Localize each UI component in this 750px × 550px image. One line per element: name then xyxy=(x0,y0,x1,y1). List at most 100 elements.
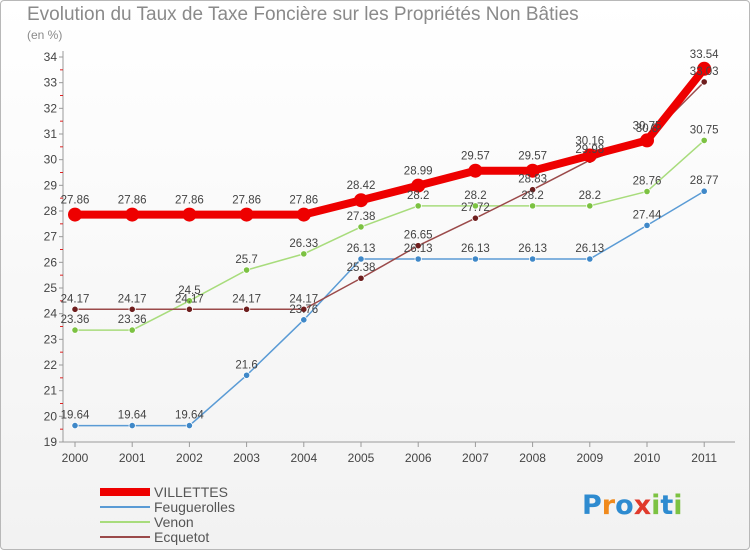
villettes-point xyxy=(296,207,311,222)
y-tick-label: 29 xyxy=(44,178,58,192)
y-tick-label: 32 xyxy=(44,101,58,115)
venon-value-label: 28.2 xyxy=(579,190,601,202)
logo-letter: P xyxy=(582,490,602,521)
feuguerolles-value-label: 27.44 xyxy=(633,209,662,221)
ecquetot-value-label: 29.98 xyxy=(575,144,604,156)
data-labels: 27.86 27.86 27.86 27.86 27.86 28.42 28.99 29.57… xyxy=(61,49,720,422)
y-tick-label: 28 xyxy=(44,204,58,218)
feuguerolles-point xyxy=(414,255,422,263)
ecquetot-point xyxy=(357,274,365,282)
x-tick-label: 2003 xyxy=(233,451,260,465)
ecquetot-value-label: 27.72 xyxy=(461,202,490,214)
logo-letter: x xyxy=(633,490,652,521)
villettes-value-label: 28.42 xyxy=(347,180,376,192)
villettes-value-label: 27.86 xyxy=(232,195,261,207)
y-tick-label: 25 xyxy=(44,281,58,295)
villettes-value-label: 30.16 xyxy=(575,136,604,148)
ecquetot-value-label: 25.38 xyxy=(347,262,376,274)
y-tick-label: 31 xyxy=(44,127,58,141)
feuguerolles-value-label: 28.77 xyxy=(690,175,719,187)
ecquetot-value-label: 24.17 xyxy=(61,293,90,305)
villettes-value-label: 29.57 xyxy=(518,151,547,163)
villettes-point xyxy=(239,207,254,222)
villettes-point xyxy=(68,207,82,222)
y-tick-label: 21 xyxy=(44,384,58,398)
y-tick-label: 20 xyxy=(44,409,58,423)
y-tick-label: 33 xyxy=(44,76,58,90)
logo-letter: i xyxy=(651,490,661,521)
venon-value-label: 28.2 xyxy=(521,190,543,202)
villettes-value-label: 27.86 xyxy=(61,195,90,207)
legend-swatch-villettes xyxy=(100,488,150,496)
venon-point xyxy=(528,202,537,210)
y-tick-label: 23 xyxy=(44,332,58,346)
logo-letter: t xyxy=(660,490,674,521)
venon-point xyxy=(185,297,193,305)
feuguerolles-value-label: 19.64 xyxy=(118,410,147,422)
y-tick-label: 19 xyxy=(44,435,58,449)
x-tick-label: 2010 xyxy=(634,451,661,465)
x-tick-label: 2007 xyxy=(462,451,489,465)
venon-value-label: 23.36 xyxy=(118,314,147,326)
villettes-value-label: 30.75 xyxy=(633,120,662,132)
venon-value-label: 28.2 xyxy=(407,190,429,202)
logo-letter: o xyxy=(615,490,634,521)
series-line-venon xyxy=(75,139,705,331)
y-tick-label: 26 xyxy=(44,255,58,269)
feuguerolles-value-label: 26.13 xyxy=(575,243,604,255)
x-tick-label: 2001 xyxy=(119,451,146,465)
venon-value-label: 28.76 xyxy=(633,175,662,187)
feuguerolles-value-label: 21.6 xyxy=(235,359,257,371)
series-line-feuguerolles xyxy=(75,190,705,427)
x-tick-label: 2002 xyxy=(176,451,203,465)
legend-label-ecquetot: Ecquetot xyxy=(154,529,209,545)
villettes-value-label: 27.86 xyxy=(118,195,147,207)
ecquetot-point xyxy=(128,305,136,313)
feuguerolles-value-label: 26.13 xyxy=(404,243,433,255)
ecquetot-value-label: 24.17 xyxy=(118,293,147,305)
ecquetot-point xyxy=(71,305,79,313)
feuguerolles-value-label: 19.64 xyxy=(175,410,204,422)
venon-point xyxy=(643,187,651,196)
venon-point xyxy=(300,250,308,258)
x-tick-label: 2011 xyxy=(691,451,717,465)
villettes-point xyxy=(525,163,540,178)
feuguerolles-value-label: 19.64 xyxy=(61,410,90,422)
ecquetot-point xyxy=(243,305,251,313)
villettes-point xyxy=(182,207,197,222)
series-line-villettes xyxy=(71,64,709,219)
chart-title: Evolution du Taux de Taxe Foncière sur l… xyxy=(27,4,579,25)
villettes-point xyxy=(468,163,483,178)
venon-value-label: 30.75 xyxy=(690,124,719,136)
legend-label-villettes: VILLETTES xyxy=(154,484,228,500)
y-tick-label: 22 xyxy=(44,358,58,372)
feuguerolles-point xyxy=(243,371,251,379)
x-tick-label: 2009 xyxy=(576,451,603,465)
venon-value-label: 24.5 xyxy=(178,285,200,297)
venon-point xyxy=(243,266,251,274)
ecquetot-value-label: 24.17 xyxy=(232,293,261,305)
x-tick-label: 2008 xyxy=(519,451,546,465)
ecquetot-value-label: 33.03 xyxy=(690,66,719,78)
feuguerolles-value-label: 26.13 xyxy=(347,243,376,255)
feuguerolles-point xyxy=(643,221,651,229)
feuguerolles-point xyxy=(471,255,479,263)
ecquetot-point xyxy=(300,305,308,313)
feuguerolles-point xyxy=(528,255,537,263)
venon-point xyxy=(700,136,708,145)
venon-value-label: 26.33 xyxy=(289,238,318,250)
feuguerolles-point xyxy=(71,421,79,430)
ecquetot-value-label: 26.65 xyxy=(404,230,433,242)
feuguerolles-value-label: 23.76 xyxy=(289,304,318,316)
ecquetot-value-label: 30.8 xyxy=(636,123,658,135)
venon-point xyxy=(471,202,479,210)
venon-value-label: 25.7 xyxy=(235,254,257,266)
villettes-point xyxy=(125,207,140,222)
ecquetot-point xyxy=(414,242,422,250)
proxiti-logo: Proxiti xyxy=(582,490,683,521)
y-tick-label: 30 xyxy=(44,153,58,167)
venon-point xyxy=(357,223,365,231)
venon-point xyxy=(128,326,136,334)
y-tick-label: 24 xyxy=(44,307,58,321)
villettes-point xyxy=(582,148,597,163)
